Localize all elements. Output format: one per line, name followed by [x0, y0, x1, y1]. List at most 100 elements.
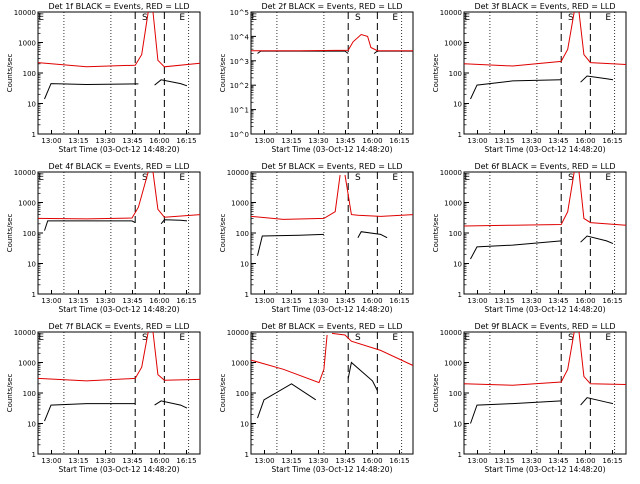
series-events-line: [580, 235, 614, 245]
series-lld-line: [152, 331, 201, 381]
y-tick-label: 1: [245, 451, 249, 459]
x-tick-label: 13:30: [95, 297, 115, 305]
event-marker-label: S: [355, 173, 361, 183]
x-tick-label: 13:00: [467, 137, 487, 145]
chart-panel-1: Det 1f BLACK = Events, RED = LLD Counts/s…: [6, 2, 201, 154]
series-lld-line: [152, 171, 201, 218]
x-tick-label: 13:15: [281, 457, 301, 465]
event-marker-label: E: [392, 333, 398, 343]
series-events-line: [470, 240, 562, 260]
series-events-line: [44, 403, 136, 422]
x-tick-label: 16:00: [362, 137, 382, 145]
y-tick-label: 1000: [231, 200, 249, 208]
event-marker-label: E: [179, 173, 185, 183]
x-tick-label: 13:00: [467, 457, 487, 465]
event-marker-label: E: [251, 333, 257, 343]
event-marker-label: E: [38, 333, 44, 343]
x-tick-label: 13:00: [254, 297, 274, 305]
series-events-line: [357, 231, 388, 239]
y-tick-label: 10: [27, 101, 36, 109]
x-tick-label: 13:15: [494, 297, 514, 305]
chart-title: Det 3f BLACK = Events, RED = LLD: [474, 2, 615, 11]
y-tick-label: 1000: [444, 200, 462, 208]
x-tick-label: 13:15: [68, 137, 88, 145]
series-lld-line: [463, 11, 575, 67]
x-tick-label: 13:30: [308, 297, 328, 305]
x-tick-label: 13:30: [95, 137, 115, 145]
series-lld-line: [250, 334, 328, 384]
x-tick-label: 13:45: [548, 457, 568, 465]
series-events-line: [257, 233, 324, 256]
chart-title: Det 9f BLACK = Events, RED = LLD: [474, 322, 615, 331]
event-marker-label: S: [568, 13, 574, 23]
x-tick-label: 16:00: [149, 457, 169, 465]
y-tick-label: 10000: [440, 329, 462, 337]
x-tick-label: 13:00: [254, 457, 274, 465]
x-tick-label: 13:45: [335, 457, 355, 465]
x-tick-label: 13:30: [521, 457, 541, 465]
y-axis-label: Counts/sec: [6, 54, 14, 93]
event-marker-label: S: [142, 173, 148, 183]
y-tick-label: 1: [245, 291, 249, 299]
chart-title: Det 2f BLACK = Events, RED = LLD: [261, 2, 402, 11]
x-tick-label: 13:00: [41, 297, 61, 305]
series-events-line: [580, 397, 614, 406]
event-marker-label: E: [251, 173, 257, 183]
event-marker-label: S: [568, 173, 574, 183]
series-events-line: [257, 50, 349, 54]
x-tick-label: 13:45: [122, 297, 142, 305]
x-tick-label: 13:15: [494, 457, 514, 465]
x-tick-label: 13:15: [494, 137, 514, 145]
x-tick-label: 13:15: [68, 297, 88, 305]
series-lld-line: [578, 11, 627, 65]
y-axis-label: Counts/sec: [432, 54, 440, 93]
y-tick-label: 100: [236, 230, 249, 238]
series-events-line: [44, 220, 136, 231]
y-tick-label: 10^3: [230, 58, 249, 66]
plot-frame: [250, 11, 414, 135]
series-events-line: [470, 79, 562, 100]
y-tick-label: 10: [27, 421, 36, 429]
y-tick-label: 100: [23, 390, 36, 398]
x-tick-label: 16:15: [602, 137, 622, 145]
x-tick-label: 13:30: [521, 297, 541, 305]
x-tick-label: 13:45: [335, 297, 355, 305]
x-axis-label: Start Time (03-Oct-12 14:48:20): [484, 465, 605, 474]
series-events-line: [580, 75, 614, 83]
series-events-line: [373, 50, 413, 54]
series-events-line: [470, 400, 562, 424]
x-tick-label: 16:15: [389, 297, 409, 305]
chart-title: Det 4f BLACK = Events, RED = LLD: [48, 162, 189, 171]
event-marker-label: E: [392, 173, 398, 183]
x-tick-label: 13:45: [122, 137, 142, 145]
y-axis-label: Counts/sec: [219, 54, 227, 93]
event-marker-label: E: [605, 13, 611, 23]
y-tick-label: 100: [449, 230, 462, 238]
y-tick-label: 10^1: [230, 107, 249, 115]
y-tick-label: 100: [449, 70, 462, 78]
x-tick-label: 13:00: [41, 137, 61, 145]
chart-panel-2: Det 2f BLACK = Events, RED = LLD Counts/s…: [219, 2, 414, 154]
event-marker-label: E: [392, 13, 398, 23]
x-tick-label: 16:00: [575, 457, 595, 465]
event-marker-label: E: [464, 333, 470, 343]
series-events-line: [160, 219, 188, 225]
x-tick-label: 13:45: [548, 137, 568, 145]
y-tick-label: 1000: [444, 360, 462, 368]
series-lld-line: [331, 332, 414, 366]
y-tick-label: 1000: [444, 40, 462, 48]
x-tick-label: 13:30: [308, 137, 328, 145]
series-events-line: [347, 361, 378, 391]
x-tick-label: 16:00: [149, 297, 169, 305]
plot-frame: [37, 331, 201, 455]
series-lld-line: [463, 171, 575, 227]
y-tick-label: 10: [453, 421, 462, 429]
x-tick-label: 13:00: [467, 297, 487, 305]
y-axis-label: Counts/sec: [219, 374, 227, 413]
y-tick-label: 1000: [18, 40, 36, 48]
series-events-line: [154, 79, 188, 87]
x-axis-label: Start Time (03-Oct-12 14:48:20): [271, 305, 392, 314]
y-tick-label: 10^4: [230, 33, 250, 41]
y-tick-label: 10000: [440, 169, 462, 177]
